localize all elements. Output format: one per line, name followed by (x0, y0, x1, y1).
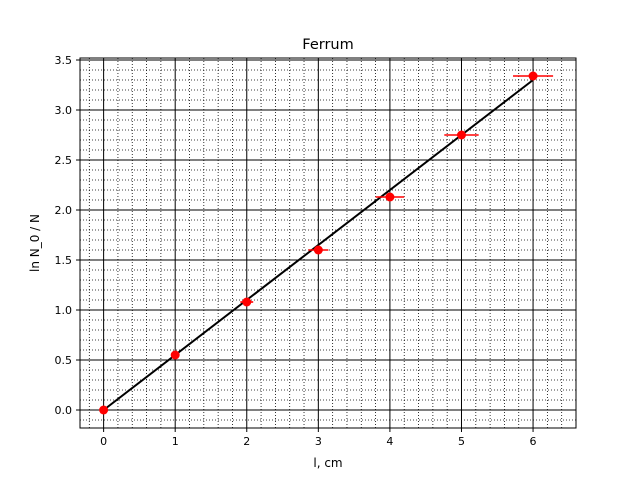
data-point (528, 71, 538, 81)
x-tick-label: 3 (315, 435, 322, 448)
data-point (170, 350, 180, 360)
x-tick-label: 6 (530, 435, 537, 448)
x-axis-label: l, cm (313, 456, 342, 470)
x-tick-label: 0 (100, 435, 107, 448)
data-point (385, 192, 395, 202)
x-tick-label: 1 (172, 435, 179, 448)
y-tick-label: 2.0 (55, 204, 73, 217)
plot-frame (79, 57, 577, 429)
y-axis-label: ln N_0 / N (28, 214, 42, 272)
minor-grid (80, 58, 577, 428)
y-tick-label: 1.0 (55, 304, 73, 317)
data-point (99, 405, 109, 415)
chart-title: Ferrum (302, 37, 353, 53)
y-axis-ticks: 0.0 0.5 1.0 1.5 2.0 2.5 3.0 3.5 (55, 54, 80, 417)
y-tick-label: 1.5 (55, 254, 73, 267)
y-tick-label: 3.5 (55, 54, 73, 67)
x-tick-label: 4 (386, 435, 393, 448)
y-tick-label: 0.5 (55, 354, 73, 367)
x-tick-label: 5 (458, 435, 465, 448)
data-point (456, 130, 466, 140)
y-tick-label: 0.0 (55, 404, 73, 417)
y-tick-label: 3.0 (55, 104, 73, 117)
data-point (242, 297, 252, 307)
x-tick-label: 2 (243, 435, 250, 448)
major-grid (80, 58, 576, 428)
data-point (313, 245, 323, 255)
data-point-layer (99, 71, 538, 415)
x-axis-ticks: 0 1 2 3 4 5 6 (100, 428, 537, 448)
y-tick-label: 2.5 (55, 154, 73, 167)
